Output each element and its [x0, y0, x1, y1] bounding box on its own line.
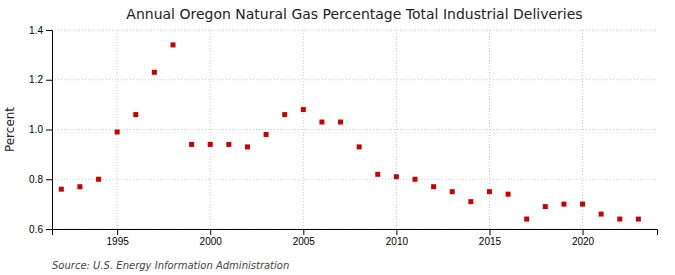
grid-line-y: [52, 179, 657, 180]
y-axis: 0.6 0.8 1.0 1.2 1.4: [29, 25, 52, 235]
grid-line-y: [52, 79, 657, 80]
y-axis-line: [46, 31, 53, 230]
point: [152, 70, 157, 75]
grid-line-x: [210, 30, 211, 229]
y-tick: 1.2: [29, 74, 52, 85]
title: Annual Oregon Natural Gas Percentage Tot…: [126, 6, 582, 22]
x-tick-mark: [489, 229, 490, 235]
point: [636, 217, 641, 222]
point: [319, 120, 324, 125]
y-tick-mark: [46, 130, 52, 131]
point: [413, 177, 418, 182]
point: [580, 202, 585, 207]
grid-line-x: [489, 30, 490, 229]
y-tick: 0.6: [29, 224, 52, 235]
x-tick: 2015: [479, 229, 502, 247]
point: [543, 204, 548, 209]
point: [208, 142, 213, 147]
x-tick-label: 2020: [572, 236, 595, 247]
annotation: Source: U.S. Energy Information Administ…: [52, 260, 289, 271]
x-tick-mark: [117, 229, 118, 235]
point: [357, 144, 362, 149]
point: [115, 129, 120, 134]
point: [599, 212, 604, 217]
x-tick-mark: [396, 229, 397, 235]
y-tick-label: 1.0: [29, 124, 43, 135]
point: [487, 189, 492, 194]
point: [617, 217, 622, 222]
point: [375, 172, 380, 177]
x-tick-label: 2000: [200, 236, 223, 247]
x-tick: 2020: [572, 229, 595, 247]
y-tick-mark: [46, 80, 52, 81]
grid-line-y: [52, 30, 657, 31]
point: [524, 217, 529, 222]
x-axis-line: [53, 230, 658, 236]
x-tick-label: 2005: [293, 236, 316, 247]
y-tick-mark: [46, 229, 52, 230]
x-tick-label: 1995: [107, 236, 130, 247]
y-tick-label: 1.2: [29, 74, 43, 85]
point: [59, 187, 64, 192]
point: [561, 202, 566, 207]
y-tick: 1.4: [29, 25, 52, 36]
point: [468, 199, 473, 204]
point: [171, 42, 176, 47]
point: [394, 174, 399, 179]
y-tick: 1.0: [29, 124, 52, 135]
point: [506, 192, 511, 197]
plot-area: 1995 2000 2005 2010 2015 2020 0.6 0.8 1.0 1.2 1.4: [29, 25, 657, 247]
point: [96, 177, 101, 182]
point: [301, 107, 306, 112]
x-tick: 2010: [386, 229, 409, 247]
y-axis-title: Percent: [3, 107, 17, 152]
point: [245, 144, 250, 149]
grid: [52, 30, 657, 229]
x-tick-label: 2010: [386, 236, 409, 247]
point: [282, 112, 287, 117]
y-tick-label: 0.8: [29, 174, 43, 185]
y-tick-mark: [46, 30, 52, 31]
y-tick-label: 0.6: [29, 224, 43, 235]
point: [338, 120, 343, 125]
x-tick-mark: [210, 229, 211, 235]
point: [133, 112, 138, 117]
grid-line-x: [396, 30, 397, 229]
point: [189, 142, 194, 147]
point: [77, 184, 82, 189]
point: [431, 184, 436, 189]
x-tick: 1995: [107, 229, 130, 247]
chart: 1995 2000 2005 2010 2015 2020 0.6 0.8 1.0 1.2 1.4 A…: [0, 0, 675, 275]
point: [450, 189, 455, 194]
grid-line-x: [582, 30, 583, 229]
points: [59, 42, 641, 221]
x-tick-label: 2015: [479, 236, 502, 247]
y-tick: 0.8: [29, 174, 52, 185]
y-tick-label: 1.4: [29, 25, 43, 36]
y-tick-mark: [46, 179, 52, 180]
x-tick: 2005: [293, 229, 316, 247]
x-tick-mark: [583, 229, 584, 235]
x-axis: 1995 2000 2005 2010 2015 2020: [53, 229, 658, 247]
grid-line-x: [303, 30, 304, 229]
point: [226, 142, 231, 147]
point: [264, 132, 269, 137]
grid-line-y: [52, 129, 657, 130]
x-tick: 2000: [200, 229, 223, 247]
x-tick-mark: [303, 229, 304, 235]
